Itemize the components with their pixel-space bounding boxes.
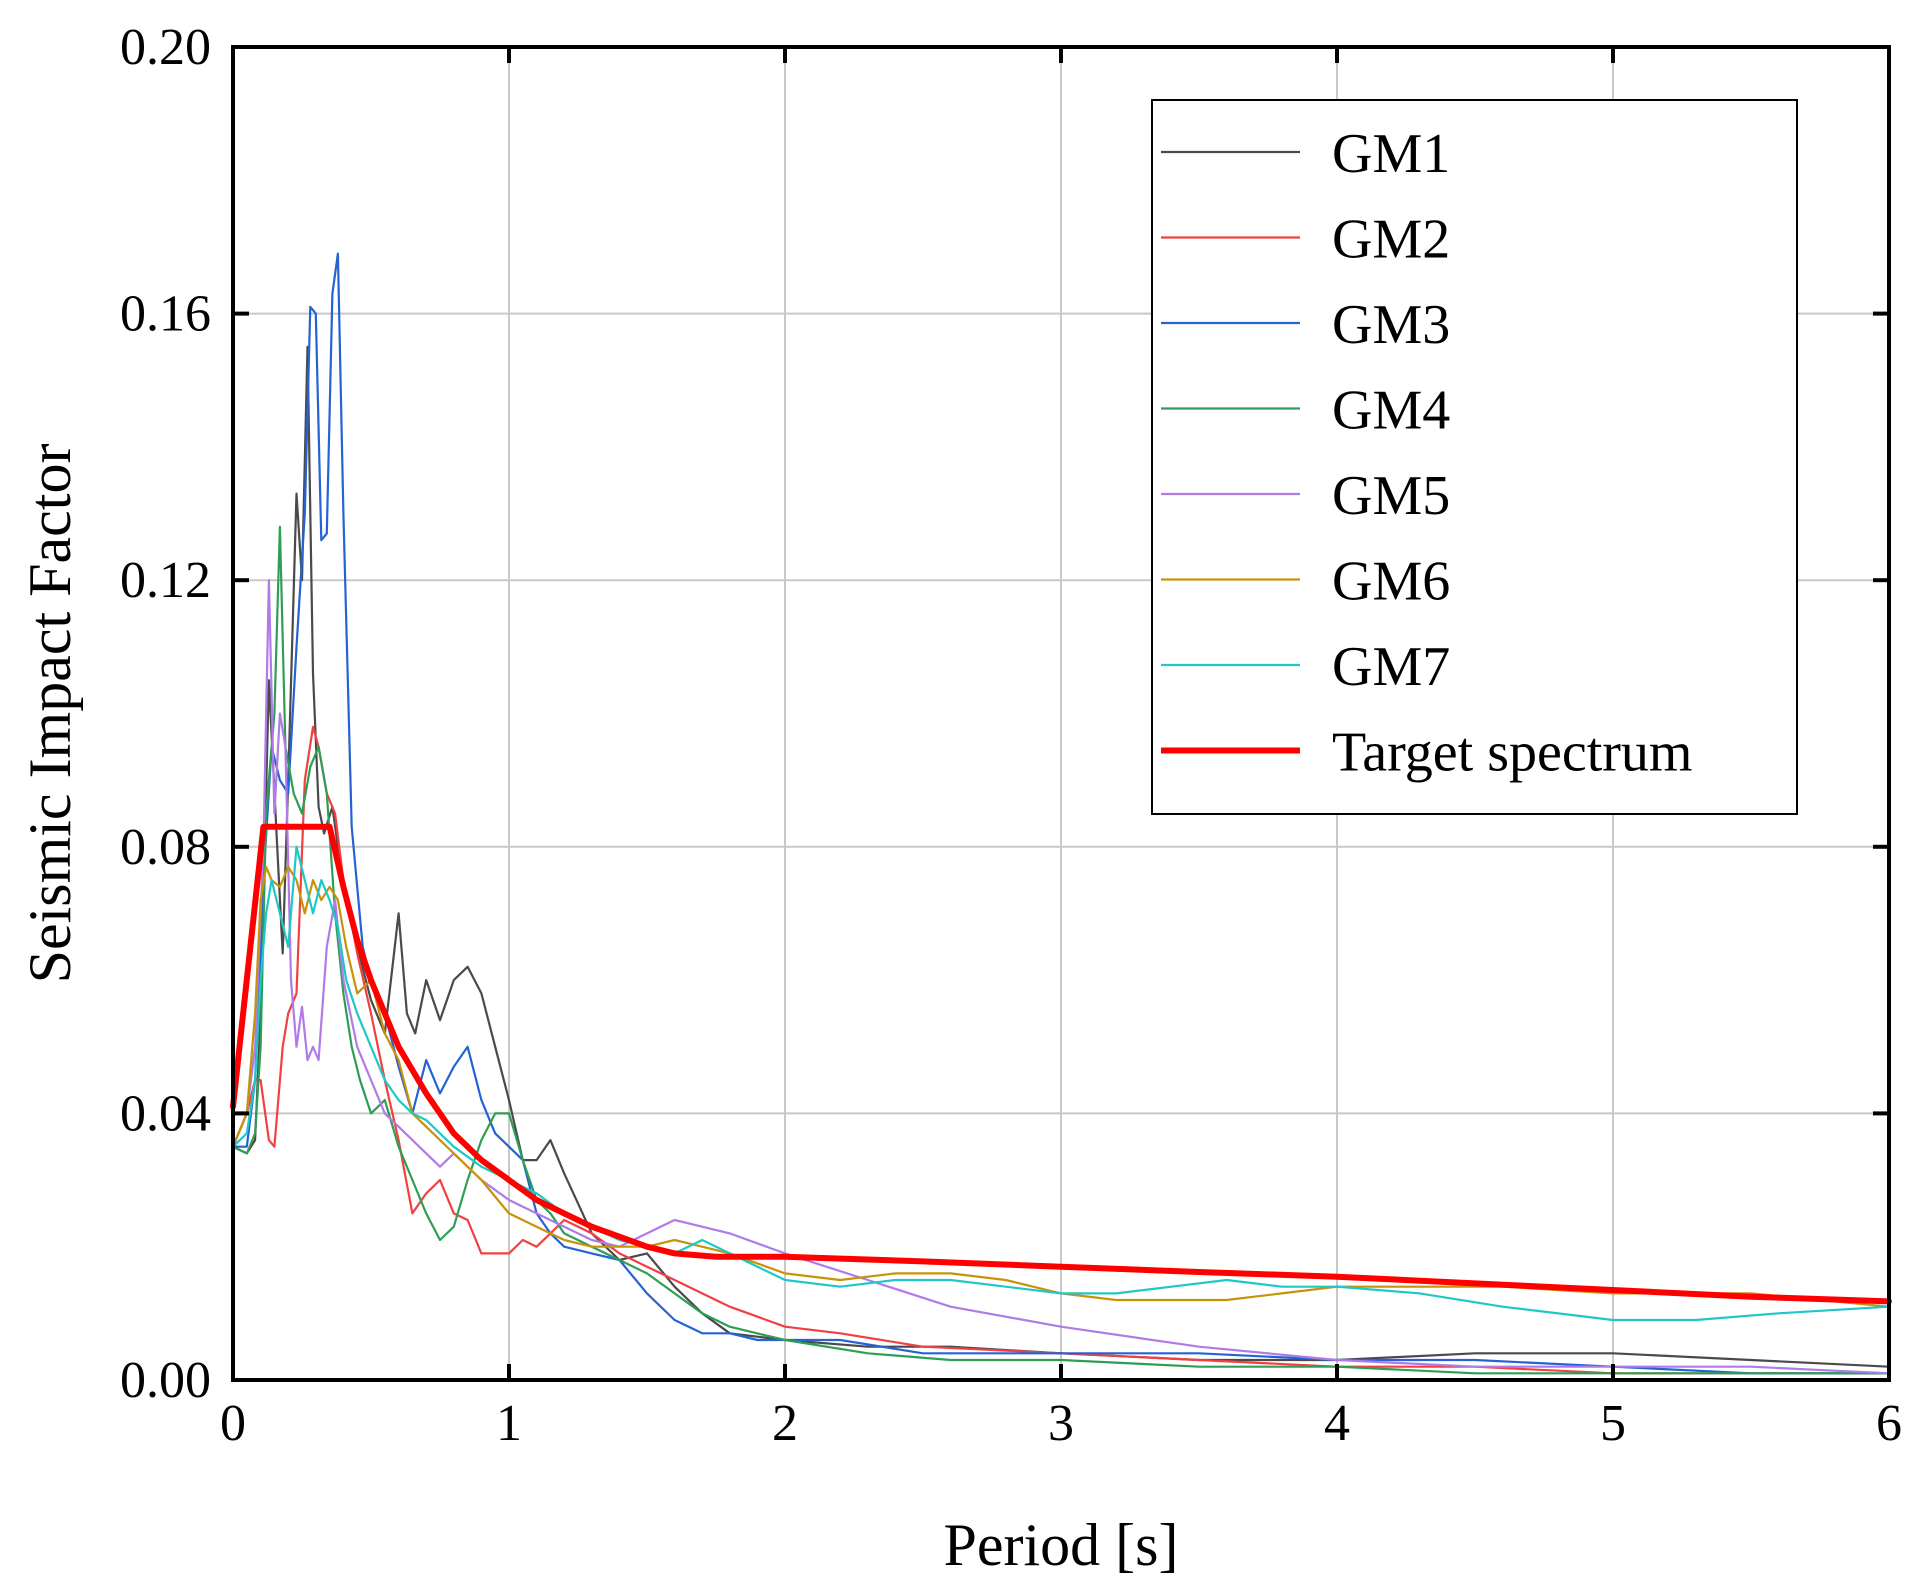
legend: GM1 GM2 GM3 GM4 GM5 GM6 GM7 Target spectrum [1151, 99, 1798, 815]
x-tick-label: 6 [1876, 1395, 1902, 1452]
legend-label: Target spectrum [1332, 722, 1692, 784]
legend-label: GM2 [1332, 209, 1450, 271]
x-tick-label: 1 [496, 1395, 522, 1452]
y-tick-label: 0.08 [120, 819, 211, 876]
legend-label: GM6 [1332, 551, 1450, 613]
legend-label: GM5 [1332, 465, 1450, 527]
legend-label: GM4 [1332, 380, 1450, 442]
series-line-gm3 [231, 252, 1891, 1375]
y-tick-label: 0.16 [120, 286, 211, 343]
x-tick-label: 4 [1324, 1395, 1350, 1452]
series-line-gm4 [231, 525, 1891, 1375]
series-line-target-spectrum [230, 823, 1892, 1305]
legend-label: GM3 [1332, 294, 1450, 356]
x-axis-title: Period [s] [944, 1512, 1179, 1578]
x-tick-label: 5 [1600, 1395, 1626, 1452]
y-tick-label: 0.12 [120, 552, 211, 609]
axis-ticks: 0 1 2 3 4 5 6 0.00 0.04 0.08 0.12 0.16 0.20 [120, 19, 1902, 1452]
legend-box [1151, 99, 1798, 815]
x-tick-label: 3 [1048, 1395, 1074, 1452]
y-tick-label: 0.04 [120, 1085, 211, 1142]
series-lines [230, 252, 1892, 1375]
x-tick-label: 2 [772, 1395, 798, 1452]
legend-label: GM1 [1332, 123, 1450, 185]
legend-label: GM7 [1332, 636, 1450, 698]
series-line-gm1 [231, 345, 1891, 1368]
series-line-gm6 [231, 865, 1891, 1308]
y-axis-title: Seismic Impact Factor [17, 444, 83, 984]
x-tick-label: 0 [220, 1395, 246, 1452]
y-tick-label: 0.00 [120, 1352, 211, 1409]
y-tick-label: 0.20 [120, 19, 211, 76]
